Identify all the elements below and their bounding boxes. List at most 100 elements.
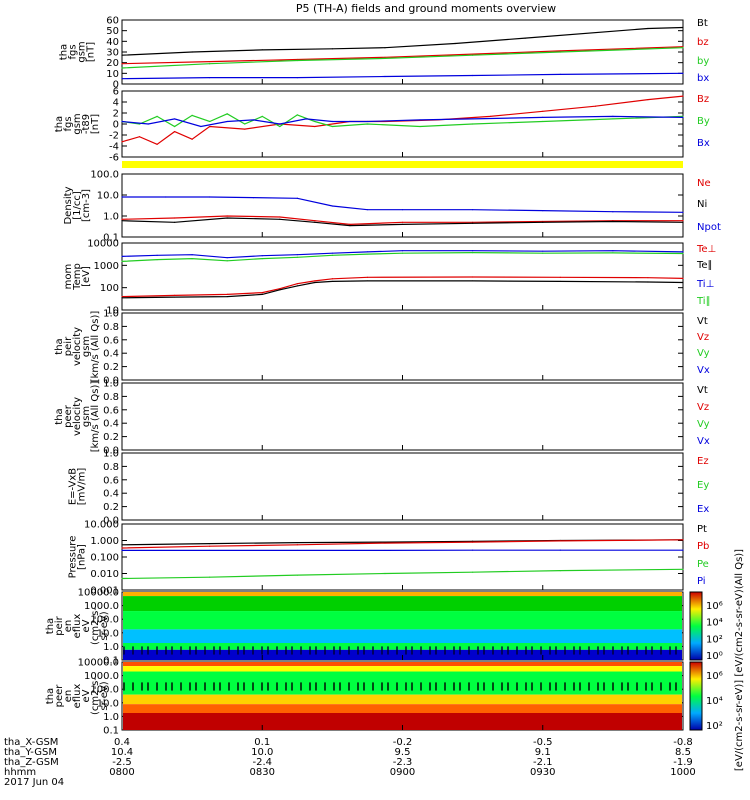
spectrogram-streak <box>573 646 575 655</box>
y-label-line: tha <box>54 408 65 424</box>
panels: 6050403020100thafgsgsm[nT]Btbzbybx6420-2… <box>45 16 721 737</box>
data-point <box>173 125 176 128</box>
y-label-line: velocity <box>72 397 83 436</box>
data-point <box>226 215 228 217</box>
y-tick-label: 10000.0 <box>78 658 119 669</box>
spectrogram-streak <box>315 682 317 691</box>
spectrogram-streak <box>564 682 566 691</box>
data-point <box>296 283 298 285</box>
data-point <box>472 221 474 223</box>
data-point <box>191 114 193 116</box>
data-point <box>314 221 316 223</box>
y-tick-label: 1.0 <box>103 712 119 723</box>
y-label-line: [eV] <box>81 266 92 287</box>
data-point <box>384 572 386 575</box>
data-point <box>454 42 456 45</box>
data-point <box>366 253 369 255</box>
spectrogram-streak <box>603 682 605 691</box>
data-point <box>682 116 684 118</box>
data-point <box>682 539 684 541</box>
spectrogram-streak <box>531 646 533 655</box>
spectrogram-streak <box>252 646 254 655</box>
y-label-line: -t89 <box>81 114 92 134</box>
spectrogram-streak <box>132 682 134 691</box>
data-point <box>314 125 316 128</box>
x-axis-value: 9.5 <box>395 747 411 758</box>
spectrogram-streak <box>636 682 638 691</box>
y-tick-label: 10.0 <box>97 628 119 639</box>
spectrogram-streak <box>627 646 629 655</box>
data-point <box>384 47 386 49</box>
data-point <box>559 569 561 572</box>
data-point <box>279 218 281 220</box>
spectrogram-streak <box>195 682 197 691</box>
spectrogram-streak <box>141 646 143 655</box>
y-tick-label: 10.0 <box>97 191 119 202</box>
data-point <box>121 218 123 220</box>
data-point <box>279 288 281 290</box>
data-point <box>366 120 369 123</box>
spectrogram-band <box>123 649 682 660</box>
panel-pressure: 10.0001.0000.1000.0100.001Pressure[nPa]P… <box>68 520 710 597</box>
data-point <box>156 259 158 261</box>
legend-entry: Vx <box>697 436 710 447</box>
spectrogram-streak <box>285 682 287 691</box>
spectrogram-band <box>123 643 682 650</box>
data-point <box>296 254 298 256</box>
y-label-line: gsm <box>81 336 92 357</box>
spectrogram <box>123 662 682 730</box>
spectrogram-streak <box>651 682 653 691</box>
spectrogram-streak <box>165 682 167 691</box>
colorbar-tick: 10⁶ <box>706 671 723 682</box>
legend-entry: Npot <box>697 222 721 233</box>
y-tick-label: 2 <box>113 109 119 120</box>
quality-flag-bar <box>122 161 683 168</box>
spectrogram-streak <box>483 682 485 691</box>
data-point <box>121 549 123 552</box>
data-point <box>121 255 123 258</box>
y-tick-label: 0.8 <box>103 462 119 473</box>
data-point <box>331 278 333 280</box>
data-point <box>542 120 544 123</box>
spectrogram-streak <box>396 682 398 691</box>
data-point <box>682 95 684 97</box>
data-point <box>384 75 386 78</box>
spectrogram-streak <box>339 646 341 655</box>
data-point <box>647 27 649 30</box>
y-label-line: en <box>63 620 74 633</box>
spectrogram-band <box>123 592 682 597</box>
colorbar-tick: 10² <box>706 721 723 732</box>
data-point <box>279 123 281 125</box>
data-point <box>296 197 298 199</box>
data-point <box>331 205 333 207</box>
data-point <box>489 115 491 117</box>
spectrogram-streak <box>309 682 311 691</box>
y-label-line: gsm <box>72 113 83 134</box>
data-point <box>191 254 193 256</box>
y-label-line: [km/s (All Qs)] <box>90 381 101 453</box>
data-point <box>559 280 561 283</box>
data-point <box>559 51 561 53</box>
data-point <box>472 123 474 125</box>
data-point <box>682 211 684 213</box>
data-point <box>121 577 123 580</box>
spectrogram-streak <box>291 682 293 691</box>
colorbars: 10⁶ 10⁴ 10² 10⁰ 10⁶ 10⁴ 10² [eV/(cm2-s-sr-eV)] … <box>689 549 745 771</box>
legend-entry: Ex <box>697 504 709 515</box>
data-point <box>296 544 298 546</box>
data-point <box>472 250 474 252</box>
spectrogram-streak <box>459 682 461 691</box>
data-point <box>191 138 193 140</box>
y-tick-label: 1000.0 <box>84 671 119 682</box>
spectrogram-streak <box>603 646 605 655</box>
y-tick-label: 0.010 <box>90 569 119 580</box>
data-point <box>472 74 474 77</box>
y-tick-label: 1000 <box>94 261 119 272</box>
series-line-bx <box>121 72 684 80</box>
spectrogram-streak <box>267 682 269 691</box>
y-tick-label: 100.0 <box>90 615 119 626</box>
spectrogram-streak <box>147 682 149 691</box>
spectrogram-streak <box>189 682 191 691</box>
